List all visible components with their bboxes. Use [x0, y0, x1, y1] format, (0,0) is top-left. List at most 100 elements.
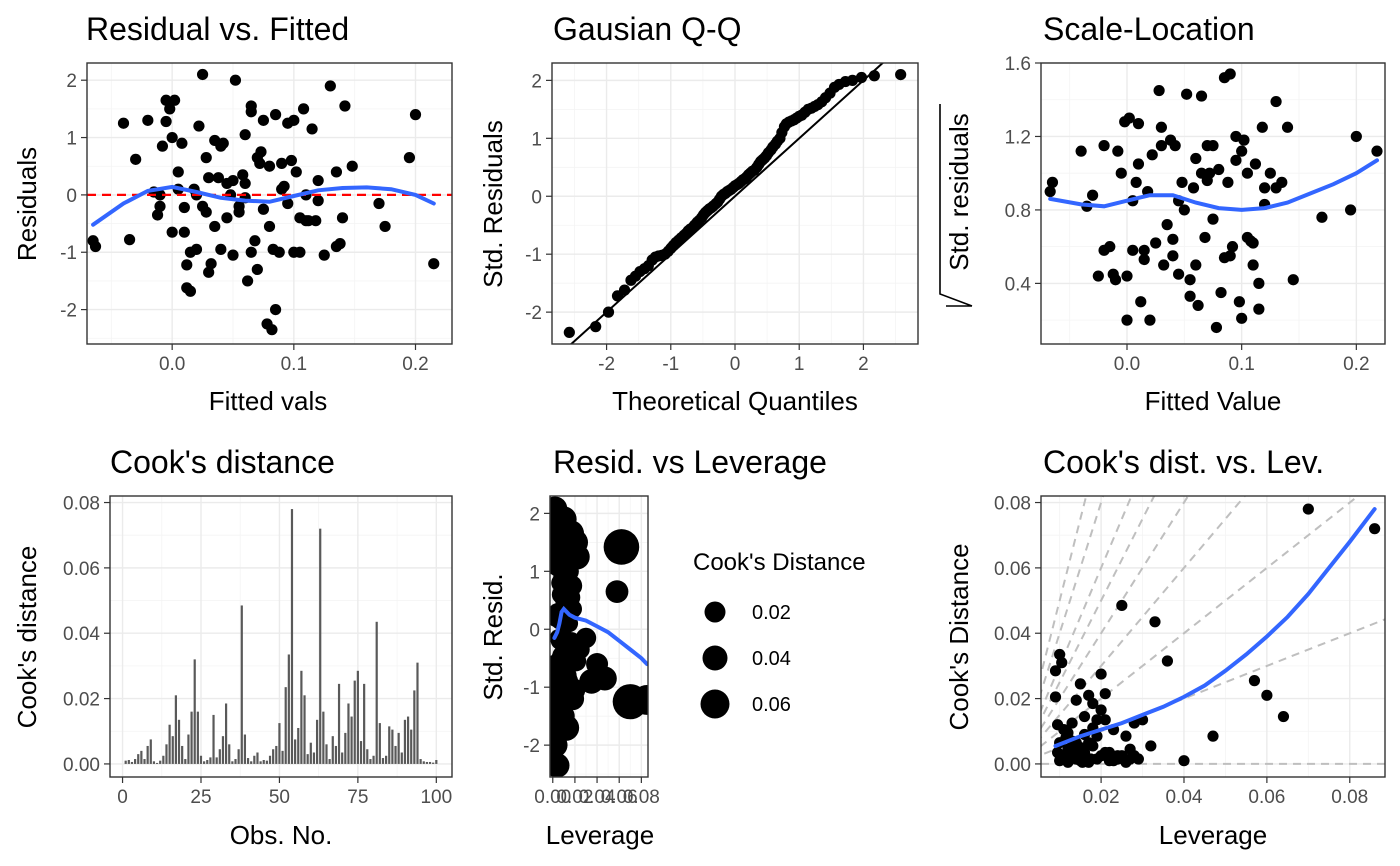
cooks-distance-bar [322, 711, 325, 764]
cooks-distance-bar [174, 695, 177, 764]
legend-key-1 [702, 645, 728, 671]
cooks-distance-ytick-label: 0.00 [63, 755, 100, 776]
scale-location-point [1098, 244, 1110, 256]
resid-fitted-point [300, 215, 312, 227]
cooks-distance-bar [290, 509, 294, 764]
resid-fitted-point [154, 189, 166, 201]
cooks-distance-ytick-label: 0.06 [63, 559, 100, 580]
resid-fitted-ytick-label: -2 [60, 301, 77, 322]
resid-leverage-point [562, 678, 586, 702]
scale-location-ytick-label: 0.8 [1005, 201, 1031, 222]
cooks-distance-bar [272, 749, 275, 764]
scale-location-point [1253, 303, 1265, 315]
cooks-leverage-ytick-label: 0.04 [994, 624, 1031, 645]
cooks-distance-ylabel: Cook's distance [12, 546, 42, 729]
cooks-distance-bar [400, 752, 403, 764]
resid-leverage-point [550, 515, 569, 540]
qq-panel: Gausian Q-Q Theoretical Quantiles Std. R… [478, 11, 919, 416]
resid-fitted-point [193, 120, 205, 132]
resid-fitted-point [176, 137, 188, 149]
scale-location-point [1132, 158, 1145, 170]
resid-fitted-point [285, 154, 297, 167]
cooks-distance-bar [315, 719, 319, 764]
cooks-leverage-ylabel: Cook's Distance [944, 543, 974, 730]
resid-fitted-point [142, 114, 154, 126]
resid-fitted-title: Residual vs. Fitted [86, 11, 349, 47]
cooks-distance-xtick-label: 75 [347, 787, 368, 808]
cooks-leverage-point [1149, 616, 1161, 628]
qq-point [602, 306, 615, 318]
resid-fitted-point [184, 285, 197, 297]
cooks-distance-bar [303, 695, 306, 764]
scale-location-point [1195, 167, 1208, 179]
cooks-distance-bar [159, 760, 162, 764]
cooks-distance-bar [312, 752, 316, 764]
cooks-distance-bar [359, 741, 363, 764]
cooks-distance-xtick-label: 25 [190, 787, 211, 808]
cooks-leverage-point [1099, 714, 1111, 726]
scale-location-point [1236, 145, 1248, 157]
cooks-distance-bar [243, 734, 247, 764]
resid-fitted-xlabel: Fitted vals [209, 386, 328, 416]
resid-fitted-point [242, 275, 254, 287]
scale-location-point [1046, 176, 1059, 188]
cooks-distance-bar [130, 761, 134, 764]
scale-location-point [1236, 312, 1248, 324]
resid-fitted-xtick-label: 0.2 [402, 354, 428, 375]
resid-fitted-point [184, 246, 197, 258]
resid-leverage-point [559, 635, 577, 653]
cooks-leverage-xtick-label: 0.02 [1083, 787, 1120, 808]
scale-location-ylabel-group: Std. residuals [939, 104, 974, 307]
resid-fitted-point [269, 303, 282, 316]
cooks-leverage-ytick-label: 0.08 [994, 494, 1031, 515]
resid-leverage-xlabel: Leverage [546, 820, 654, 850]
cooks-distance-bar [406, 716, 410, 764]
cooks-distance-bar [325, 744, 328, 764]
cooks-leverage-point [1070, 694, 1082, 706]
scale-location-point [1192, 299, 1204, 312]
cooks-distance-bar [231, 761, 234, 764]
cooks-distance-bar [209, 757, 212, 764]
resid-fitted-point [239, 129, 251, 141]
resid-leverage-ytick-label: 0 [529, 620, 540, 641]
scale-location-xtick-label: 0.0 [1114, 354, 1140, 375]
cooks-leverage-point [1161, 655, 1174, 667]
cooks-distance-bar [281, 750, 284, 764]
cooks-leverage-panel: Cook's dist. vs. Lev. Leverage Cook's Di… [944, 444, 1386, 850]
cooks-distance-xtick-label: 50 [269, 787, 290, 808]
resid-fitted-point [200, 206, 212, 218]
cooks-leverage-point [1178, 755, 1190, 767]
cooks-leverage-contour-line [1041, 496, 1105, 696]
cooks-distance-bar [265, 760, 268, 764]
cooks-distance-title: Cook's distance [110, 444, 335, 480]
resid-fitted-point [276, 157, 288, 169]
cooks-distance-bar [341, 752, 344, 764]
qq-point [868, 70, 880, 82]
cooks-distance-bar [432, 762, 435, 764]
qq-border [551, 62, 919, 345]
cooks-distance-bar [240, 605, 243, 764]
cooks-leverage-point [1078, 710, 1091, 723]
resid-fitted-point [229, 74, 242, 86]
resid-leverage-xtick-label: 0.08 [623, 787, 660, 808]
scale-location-point [1371, 145, 1383, 157]
cooks-distance-bar [221, 736, 225, 764]
cooks-leverage-xtick-label: 0.08 [1331, 787, 1368, 808]
resid-fitted-point [263, 160, 276, 172]
cooks-distance-bar [149, 739, 152, 764]
resid-fitted-point [276, 183, 288, 195]
scale-location-point [1115, 167, 1127, 179]
scale-location-point [1155, 140, 1167, 152]
cooks-distance-bar [124, 760, 127, 764]
cooks-leverage-point [1074, 678, 1086, 690]
qq-point [895, 68, 907, 81]
resid-fitted-point [245, 100, 257, 112]
scale-location-point [1241, 231, 1253, 244]
cooks-distance-bar [177, 719, 181, 764]
cooks-leverage-point [1128, 750, 1140, 762]
resid-fitted-plot-area [87, 68, 452, 336]
cooks-distance-bar [253, 755, 256, 764]
cooks-distance-border [109, 495, 453, 778]
qq-ytick-label: -1 [525, 245, 542, 266]
cooks-distance-bar [181, 745, 184, 764]
